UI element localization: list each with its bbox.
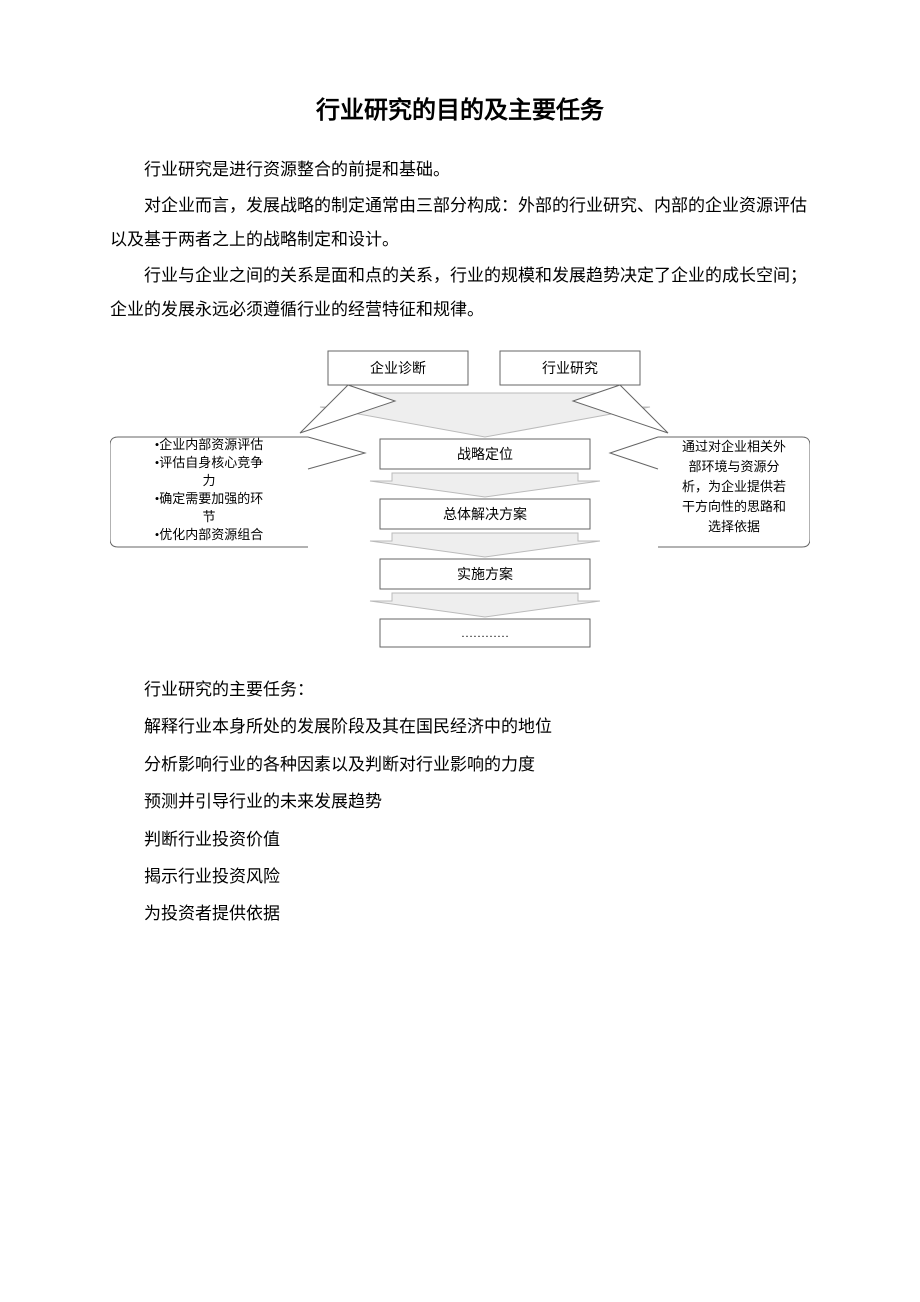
left-callout-line-1: •评估自身核心竞争 bbox=[155, 455, 264, 470]
left-callout-line-3: •确定需要加强的环 bbox=[155, 491, 264, 506]
tasks-heading: 行业研究的主要任务： bbox=[110, 671, 810, 708]
node-industry-research-label: 行业研究 bbox=[542, 361, 598, 377]
node-implementation-plan: 实施方案 bbox=[380, 559, 590, 589]
left-callout: •企业内部资源评估 •评估自身核心竞争 力 •确定需要加强的环 节 •优化内部资… bbox=[110, 385, 395, 547]
task-item-1: 解释行业本身所处的发展阶段及其在国民经济中的地位 bbox=[110, 708, 810, 745]
right-callout-line-3: 干方向性的思路和 bbox=[682, 499, 786, 514]
right-callout-line-2: 析，为企业提供若 bbox=[682, 479, 786, 494]
right-callout-line-4: 选择依据 bbox=[708, 519, 760, 534]
down-arrow-4 bbox=[370, 593, 600, 617]
left-callout-line-2: 力 bbox=[202, 473, 215, 488]
tasks-section: 行业研究的主要任务： 解释行业本身所处的发展阶段及其在国民经济中的地位 分析影响… bbox=[110, 671, 810, 933]
page-title: 行业研究的目的及主要任务 bbox=[110, 90, 810, 125]
node-strategic-positioning: 战略定位 bbox=[380, 439, 590, 469]
task-item-3: 预测并引导行业的未来发展趋势 bbox=[110, 783, 810, 820]
node-ellipsis: ………… bbox=[380, 619, 590, 647]
task-item-4: 判断行业投资价值 bbox=[110, 821, 810, 858]
task-item-2: 分析影响行业的各种因素以及判断对行业影响的力度 bbox=[110, 746, 810, 783]
node-overall-solution-label: 总体解决方案 bbox=[443, 506, 527, 523]
task-item-5: 揭示行业投资风险 bbox=[110, 858, 810, 895]
paragraph-3: 行业与企业之间的关系是面和点的关系，行业的规模和发展趋势决定了企业的成长空间；企… bbox=[110, 259, 810, 327]
right-callout: 通过对企业相关外 部环境与资源分 析，为企业提供若 干方向性的思路和 选择依据 bbox=[573, 385, 810, 547]
left-callout-line-0: •企业内部资源评估 bbox=[155, 437, 264, 452]
strategy-flowchart: 企业诊断 行业研究 •企业内部资源评估 •评估自身核心竞争 力 •确定需要加强的… bbox=[110, 341, 810, 661]
node-implementation-plan-label: 实施方案 bbox=[457, 566, 513, 583]
down-arrow-2 bbox=[370, 473, 600, 497]
node-ellipsis-label: ………… bbox=[461, 626, 509, 640]
left-callout-line-5: •优化内部资源组合 bbox=[155, 527, 264, 542]
right-callout-line-1: 部环境与资源分 bbox=[688, 459, 779, 474]
left-callout-line-4: 节 bbox=[202, 509, 215, 524]
node-industry-research: 行业研究 bbox=[500, 351, 640, 385]
node-enterprise-diagnosis: 企业诊断 bbox=[328, 351, 468, 385]
task-item-6: 为投资者提供依据 bbox=[110, 895, 810, 932]
down-arrow-3 bbox=[370, 533, 600, 557]
paragraph-1: 行业研究是进行资源整合的前提和基础。 bbox=[110, 153, 810, 187]
node-overall-solution: 总体解决方案 bbox=[380, 499, 590, 529]
node-enterprise-diagnosis-label: 企业诊断 bbox=[370, 360, 426, 377]
node-strategic-positioning-label: 战略定位 bbox=[457, 447, 513, 463]
right-callout-line-0: 通过对企业相关外 bbox=[682, 439, 786, 454]
paragraph-2: 对企业而言，发展战略的制定通常由三部分构成：外部的行业研究、内部的企业资源评估以… bbox=[110, 189, 810, 257]
flowchart-svg: 企业诊断 行业研究 •企业内部资源评估 •评估自身核心竞争 力 •确定需要加强的… bbox=[110, 341, 810, 661]
document-page: 行业研究的目的及主要任务 行业研究是进行资源整合的前提和基础。 对企业而言，发展… bbox=[0, 0, 920, 1302]
